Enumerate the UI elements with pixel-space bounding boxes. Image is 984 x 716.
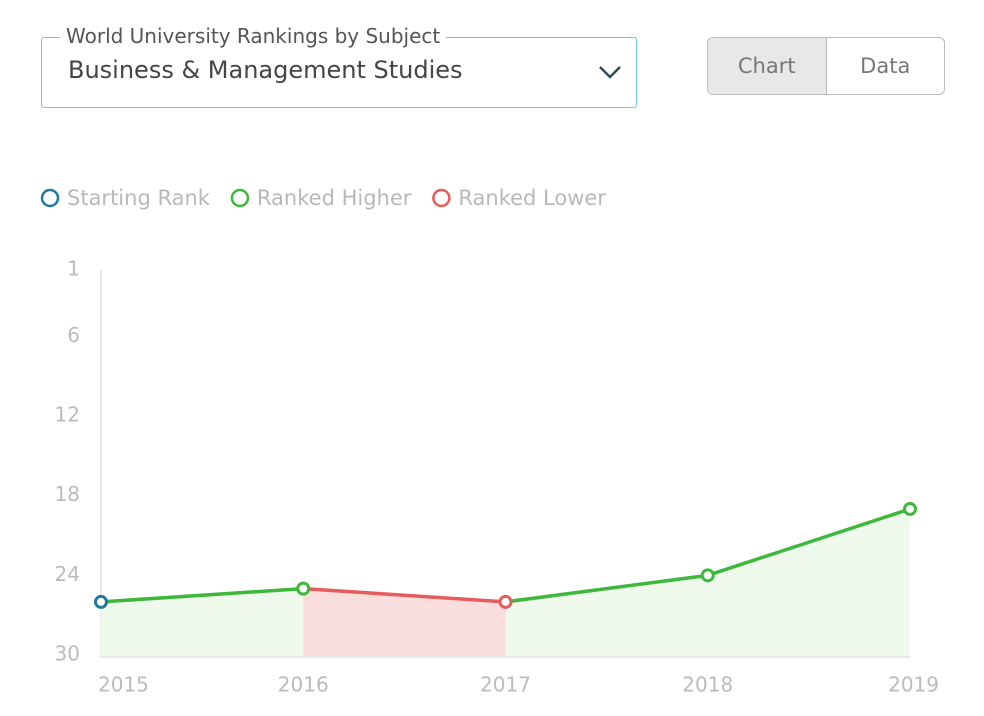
- line-segment: [505, 573, 708, 604]
- point: [296, 581, 311, 596]
- dropdown-value: Business & Management Studies: [68, 56, 463, 84]
- view-toggle: Chart Data: [707, 37, 945, 95]
- x-tick-label: 2017: [480, 673, 531, 697]
- y-tick-label: 30: [55, 642, 80, 666]
- x-tick-label: 2019: [888, 673, 939, 697]
- legend-marker: [230, 188, 250, 208]
- legend-marker: [40, 188, 60, 208]
- point: [94, 594, 108, 609]
- legend-marker: [432, 188, 451, 208]
- point: [700, 568, 715, 583]
- line-segment: [100, 586, 304, 604]
- x-tick-label: 2018: [682, 673, 733, 697]
- point: [498, 594, 513, 609]
- line-segment: [707, 507, 911, 578]
- area-segment: [303, 588, 506, 656]
- x-tick-label: 2015: [98, 673, 149, 697]
- toggle-button[interactable]: Data: [825, 38, 945, 94]
- subject-dropdown[interactable]: World University Rankings by Subject Bus…: [41, 24, 637, 108]
- dropdown-label: World University Rankings by Subject: [60, 24, 447, 48]
- toggle-button[interactable]: Chart: [708, 38, 826, 94]
- x-tick-label: 2016: [278, 673, 329, 697]
- legend-label: Ranked Higher: [257, 186, 412, 210]
- caret: [599, 66, 621, 79]
- area-segment: [707, 508, 910, 656]
- y-tick-label: 24: [55, 562, 80, 586]
- y-tick-label: 1: [67, 257, 80, 281]
- y-tick-label: 6: [67, 323, 80, 347]
- legend-label: Starting Rank: [67, 186, 211, 210]
- point: [903, 501, 917, 516]
- line-segment: [303, 586, 506, 604]
- legend-label: Ranked Lower: [458, 186, 606, 210]
- y-tick-label: 12: [55, 403, 80, 427]
- y-tick-label: 18: [55, 482, 80, 506]
- area-segment: [101, 588, 304, 656]
